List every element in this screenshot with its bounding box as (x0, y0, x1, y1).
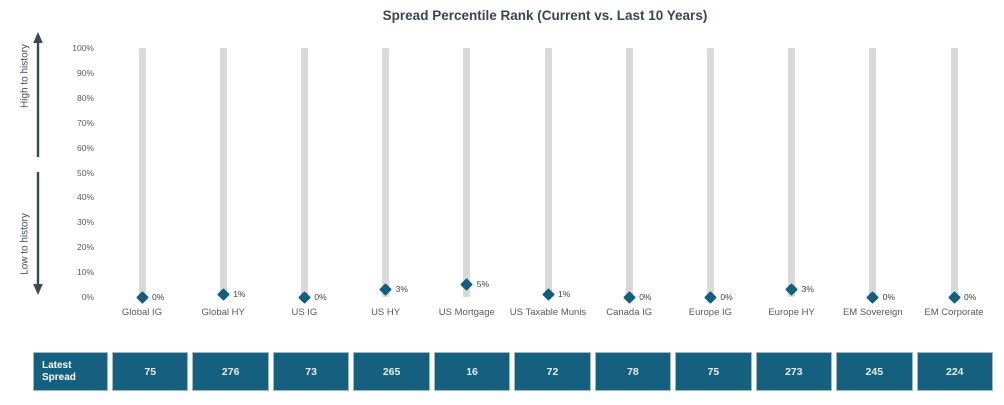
y-axis-tick: 40% (76, 192, 94, 203)
marker-value-label: 3% (801, 284, 814, 295)
category-label: Europe IG (688, 307, 733, 318)
latest-spread-value-cell: 273 (755, 352, 833, 391)
range-bar (869, 48, 877, 297)
category-label: US Mortgage (438, 307, 495, 318)
marker-value-label: 0% (964, 291, 977, 302)
latest-spread-value-cell: 75 (675, 352, 752, 391)
category-label: Europe HY (768, 307, 815, 318)
marker-value-label: 5% (476, 279, 490, 290)
range-bar (219, 48, 227, 297)
y-axis-tick: 0% (81, 292, 94, 302)
category-label: EM Corporate (924, 307, 984, 318)
high-to-history-label: High to history (19, 44, 31, 108)
range-bar (138, 48, 146, 297)
current-percentile-marker (541, 288, 555, 301)
y-axis-tick: 90% (76, 67, 94, 78)
marker-value-label: 0% (720, 291, 733, 302)
range-bar (463, 48, 471, 297)
category-label: Global HY (201, 307, 245, 318)
y-axis-tick: 30% (76, 217, 94, 228)
marker-value-label: 0% (882, 291, 896, 302)
marker-value-label: 1% (558, 289, 571, 299)
latest-spread-header-cell: Latest Spread (33, 352, 108, 391)
range-bar (788, 48, 796, 297)
category-label: EM Sovereign (842, 307, 903, 318)
y-axis-tick: 20% (76, 242, 94, 253)
category-label: US HY (371, 307, 401, 318)
category-label: US IG (291, 307, 318, 318)
y-axis-tick: 60% (76, 142, 94, 153)
marker-value-label: 0% (639, 291, 652, 302)
latest-spread-value-cell: 72 (514, 352, 591, 391)
category-label: Global IG (121, 307, 163, 318)
marker-value-label: 0% (152, 291, 165, 302)
current-percentile-marker (298, 290, 311, 304)
down-arrow-icon (33, 172, 43, 295)
y-axis-tick: 80% (76, 92, 94, 103)
low-to-history-label: Low to history (19, 213, 31, 275)
y-axis-tick: 10% (76, 267, 94, 278)
latest-spread-table: Latest Spread 75 276 73 265 16 72 78 75 273 245 22… (33, 352, 993, 391)
y-axis-tick: 50% (76, 167, 94, 178)
latest-spread-value-cell: 245 (836, 352, 913, 391)
category-label: US Taxable Munis (509, 307, 587, 318)
latest-spread-value-cell: 73 (272, 352, 350, 391)
latest-spread-value-cell: 224 (916, 352, 993, 391)
current-percentile-marker (947, 290, 961, 304)
category-label: Canada IG (606, 307, 653, 318)
range-bar (625, 48, 633, 297)
current-percentile-marker (216, 288, 230, 301)
range-bar (382, 48, 390, 297)
y-axis-tick: 70% (76, 117, 94, 128)
range-bar (300, 48, 308, 297)
y-axis-tick: 100% (72, 43, 94, 53)
up-arrow-icon (33, 32, 43, 157)
latest-spread-value-cell: 265 (353, 352, 430, 391)
history-range-arrows-icon (33, 32, 43, 295)
marker-value-label: 0% (314, 291, 327, 302)
range-bar (706, 48, 714, 297)
range-bar (950, 48, 958, 297)
marker-value-label: 1% (233, 289, 246, 299)
current-percentile-marker (622, 290, 636, 304)
range-bar (544, 48, 552, 297)
latest-spread-value-cell: 16 (433, 352, 511, 391)
latest-spread-value-cell: 276 (192, 352, 269, 391)
current-percentile-marker (135, 290, 149, 304)
current-percentile-marker (704, 290, 717, 304)
marker-value-label: 3% (395, 284, 408, 295)
chart-title: Spread Percentile Rank (Current vs. Last… (382, 8, 708, 23)
latest-spread-value-cell: 75 (112, 352, 189, 391)
latest-spread-value-cell: 78 (594, 352, 672, 391)
